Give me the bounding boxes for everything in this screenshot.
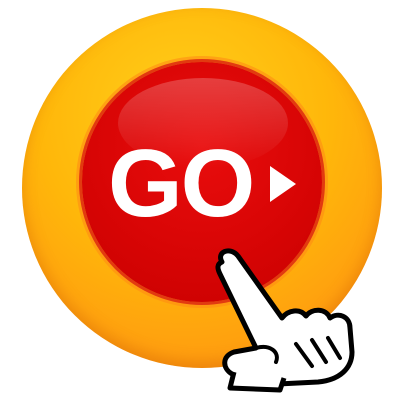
go-label: GO (108, 130, 255, 237)
button-gloss (118, 78, 288, 168)
go-button[interactable]: GO (82, 62, 322, 302)
play-arrow-icon (270, 166, 296, 202)
pointing-hand-icon (215, 248, 355, 393)
